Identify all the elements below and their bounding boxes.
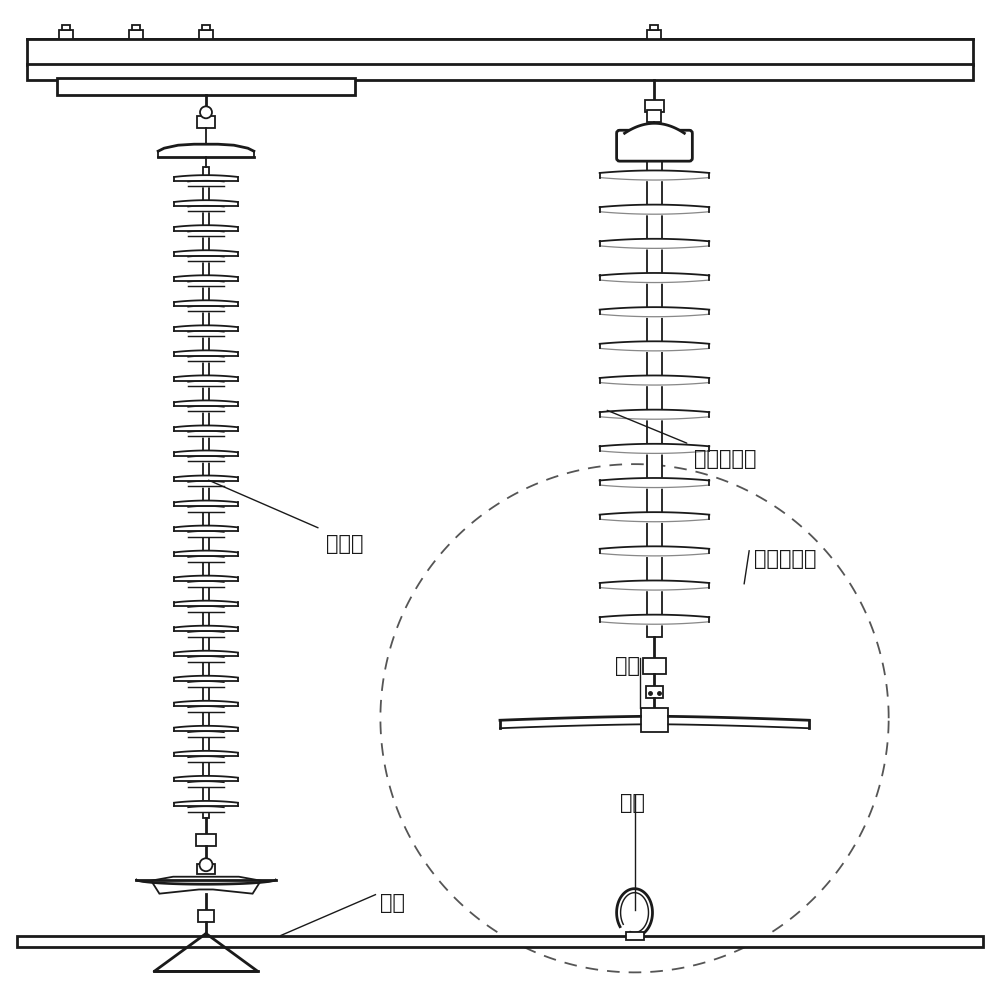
Bar [27, 39, 973, 66]
Bar [646, 687, 663, 699]
Bar [129, 30, 143, 39]
Bar [647, 111, 661, 123]
Bar [62, 25, 70, 30]
Bar [647, 30, 661, 39]
Polygon shape [151, 876, 261, 893]
Bar [626, 931, 644, 940]
Bar [650, 25, 658, 30]
Bar [17, 935, 983, 947]
Text: 电极: 电极 [615, 657, 640, 677]
Bar [27, 65, 973, 81]
Bar [196, 834, 216, 846]
Bar [57, 79, 355, 96]
Bar [647, 158, 662, 637]
Bar [59, 30, 73, 39]
Text: 电极: 电极 [620, 793, 645, 813]
Bar [202, 25, 210, 30]
Bar [197, 117, 215, 129]
Text: 避雷器本体: 避雷器本体 [694, 449, 757, 469]
Circle shape [200, 858, 212, 871]
Bar [645, 101, 664, 113]
Bar [643, 659, 666, 675]
FancyBboxPatch shape [617, 131, 692, 161]
Bar [203, 167, 209, 818]
Text: 纯空气间隙: 纯空气间隙 [754, 549, 817, 569]
Bar [197, 863, 215, 873]
Circle shape [200, 107, 212, 119]
Bar [199, 30, 213, 39]
Text: 导线: 导线 [380, 892, 405, 912]
Text: 绝缘子: 绝缘子 [326, 534, 363, 554]
Bar [641, 709, 668, 733]
Bar [198, 909, 214, 921]
Bar [132, 25, 140, 30]
